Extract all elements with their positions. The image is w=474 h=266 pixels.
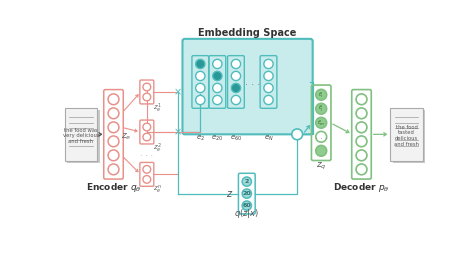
Circle shape bbox=[231, 95, 241, 105]
Circle shape bbox=[264, 59, 273, 69]
Text: the food was
very delicious
and fresh: the food was very delicious and fresh bbox=[63, 128, 99, 144]
Circle shape bbox=[213, 95, 222, 105]
Circle shape bbox=[196, 59, 205, 69]
Circle shape bbox=[242, 201, 251, 210]
Circle shape bbox=[356, 122, 367, 133]
Circle shape bbox=[264, 95, 273, 105]
Circle shape bbox=[108, 136, 119, 147]
Circle shape bbox=[108, 150, 119, 161]
Circle shape bbox=[264, 83, 273, 93]
FancyBboxPatch shape bbox=[64, 108, 97, 160]
Circle shape bbox=[196, 83, 205, 93]
Circle shape bbox=[213, 71, 222, 81]
Circle shape bbox=[143, 176, 151, 183]
Circle shape bbox=[356, 164, 367, 175]
Circle shape bbox=[231, 83, 241, 93]
Text: $t_j'$: $t_j'$ bbox=[319, 103, 324, 114]
Text: Decoder $p_\theta$: Decoder $p_\theta$ bbox=[333, 181, 390, 194]
Circle shape bbox=[356, 136, 367, 147]
Text: $z_e^n$: $z_e^n$ bbox=[153, 184, 162, 196]
Text: ×: × bbox=[174, 87, 182, 97]
Text: $z$: $z$ bbox=[227, 189, 234, 199]
Text: $z_q$: $z_q$ bbox=[316, 160, 327, 172]
Circle shape bbox=[292, 129, 302, 140]
Circle shape bbox=[264, 71, 273, 81]
Text: 2: 2 bbox=[245, 179, 249, 184]
Circle shape bbox=[143, 83, 151, 91]
Text: 20: 20 bbox=[243, 191, 251, 196]
Circle shape bbox=[108, 122, 119, 133]
Circle shape bbox=[242, 189, 251, 198]
Circle shape bbox=[316, 103, 327, 114]
Circle shape bbox=[143, 133, 151, 141]
FancyBboxPatch shape bbox=[67, 110, 100, 163]
Text: ×: × bbox=[174, 127, 182, 137]
Circle shape bbox=[231, 59, 241, 69]
FancyBboxPatch shape bbox=[392, 110, 425, 163]
Text: $t_i'$: $t_i'$ bbox=[319, 90, 324, 99]
Circle shape bbox=[108, 94, 119, 105]
Circle shape bbox=[196, 95, 205, 105]
Circle shape bbox=[356, 150, 367, 161]
Circle shape bbox=[242, 177, 251, 186]
Text: $e_N$: $e_N$ bbox=[264, 134, 273, 143]
FancyBboxPatch shape bbox=[390, 108, 423, 160]
Circle shape bbox=[143, 93, 151, 101]
Circle shape bbox=[108, 164, 119, 175]
Circle shape bbox=[316, 117, 327, 128]
Text: $z_e^2$: $z_e^2$ bbox=[153, 141, 161, 155]
Text: $e_{60}$: $e_{60}$ bbox=[230, 134, 242, 143]
Text: $q(z|x)$: $q(z|x)$ bbox=[234, 207, 259, 220]
Text: . . .: . . . bbox=[245, 77, 260, 87]
Circle shape bbox=[196, 71, 205, 81]
Text: 60: 60 bbox=[243, 203, 251, 208]
Circle shape bbox=[356, 108, 367, 119]
Circle shape bbox=[143, 165, 151, 173]
Text: $e_{20}$: $e_{20}$ bbox=[211, 134, 223, 143]
Text: $z_e^1$: $z_e^1$ bbox=[153, 101, 161, 115]
Circle shape bbox=[316, 131, 327, 142]
Text: $e_2$: $e_2$ bbox=[196, 134, 205, 143]
Text: Embedding Space: Embedding Space bbox=[199, 28, 297, 38]
Text: . . .: . . . bbox=[140, 149, 154, 158]
Circle shape bbox=[213, 83, 222, 93]
Text: . . .: . . . bbox=[315, 132, 328, 141]
Circle shape bbox=[231, 71, 241, 81]
Circle shape bbox=[316, 146, 327, 156]
Circle shape bbox=[143, 123, 151, 131]
Text: $t_m'$: $t_m'$ bbox=[318, 118, 325, 128]
Text: Encoder $q_\theta$: Encoder $q_\theta$ bbox=[86, 181, 141, 194]
Circle shape bbox=[108, 108, 119, 119]
Circle shape bbox=[356, 94, 367, 105]
Circle shape bbox=[316, 89, 327, 100]
Circle shape bbox=[213, 59, 222, 69]
FancyBboxPatch shape bbox=[182, 39, 313, 134]
Text: the food
tasted
delicious
and fresh: the food tasted delicious and fresh bbox=[394, 125, 419, 147]
Text: $z_e$: $z_e$ bbox=[120, 131, 131, 142]
